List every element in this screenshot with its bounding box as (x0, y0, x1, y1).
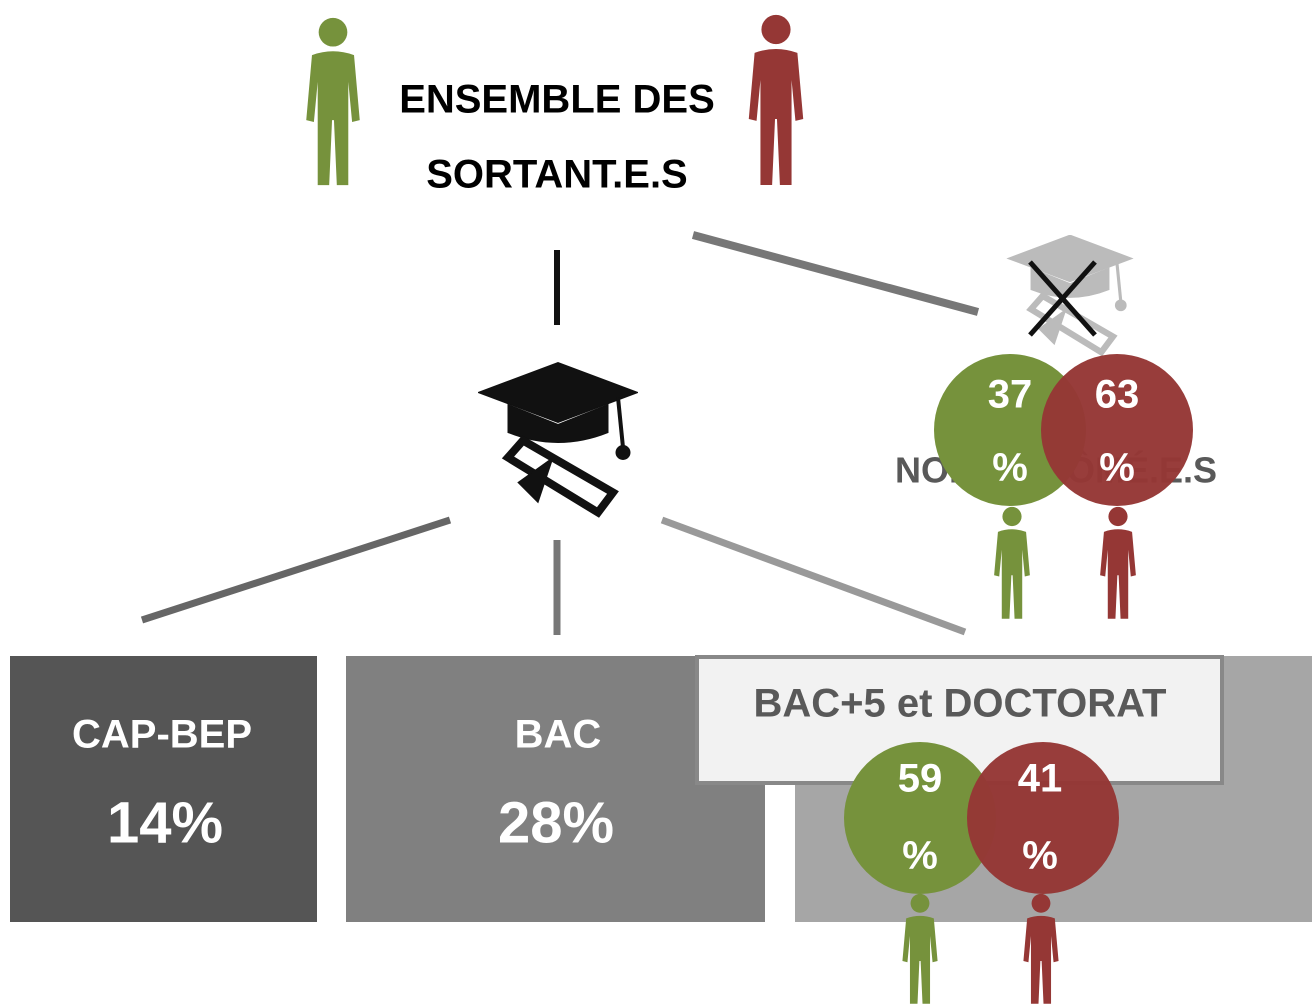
connector (660, 516, 967, 636)
box-label: BAC+5 et DOCTORAT (753, 682, 1166, 726)
unit: % (1099, 446, 1135, 490)
men-circle (1041, 354, 1193, 506)
box-label: BAC (515, 713, 602, 757)
woman-icon (994, 506, 1030, 619)
unit: % (1022, 834, 1058, 878)
man-icon (1100, 506, 1136, 619)
men-share: 41 (1018, 757, 1063, 801)
cross (1028, 260, 1097, 337)
box-share: 14% (107, 790, 223, 855)
women-share: 59 (898, 757, 943, 801)
box-share: 28% (498, 790, 614, 855)
man-icon (748, 14, 804, 186)
men-circle (967, 742, 1119, 894)
men-share: 63 (1095, 373, 1140, 417)
woman-icon (306, 17, 360, 186)
connector (140, 516, 452, 624)
women-circle (844, 742, 996, 894)
women-share: 37 (988, 373, 1033, 417)
connector (691, 231, 980, 316)
unit: % (992, 446, 1028, 490)
diploma-icon (478, 363, 638, 513)
women-circle (934, 354, 1086, 506)
box-label: CAP-BEP (72, 713, 252, 757)
title: ENSEMBLE DES (399, 78, 715, 122)
title: SORTANT.E.S (426, 153, 688, 197)
unit: % (902, 834, 938, 878)
box (10, 656, 317, 922)
